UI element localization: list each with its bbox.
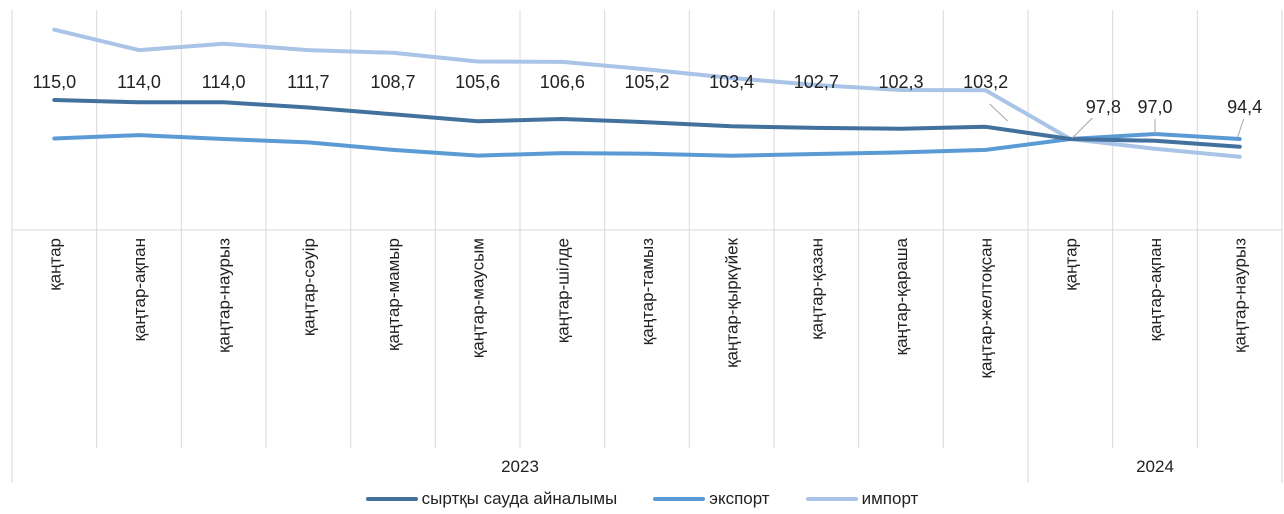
year-group-label: 2024 <box>1136 457 1174 476</box>
category-tick-label: қаңтар-ақпан <box>1146 238 1165 341</box>
data-label: 103,2 <box>963 72 1008 92</box>
category-axis: қаңтар қаңтар-ақпан қаңтар-наурыз қаңтар-сә… <box>11 229 1283 483</box>
grid-lines <box>11 10 1283 230</box>
data-label: 105,2 <box>624 72 669 92</box>
data-label: 114,0 <box>202 72 246 92</box>
data-label: 102,3 <box>878 72 923 92</box>
data-label: 115,0 <box>32 72 76 92</box>
data-label: 114,0 <box>117 72 161 92</box>
data-label: 97,8 <box>1086 97 1121 117</box>
category-tick-label: қаңтар-мамыр <box>384 238 403 351</box>
legend-swatch-export <box>653 497 706 501</box>
data-label: 106,6 <box>540 72 585 92</box>
category-tick-label: қаңтар-ақпан <box>130 238 149 341</box>
legend-label-turnover: сыртқы сауда айналымы <box>421 489 618 508</box>
data-label: 102,7 <box>794 72 839 92</box>
category-tick-label: қаңтар-шілде <box>553 238 572 343</box>
legend-item-turnover: сыртқы сауда айналымы <box>365 489 618 509</box>
legend-swatch-turnover <box>365 497 418 501</box>
legend-item-export: экспорт <box>653 489 770 509</box>
legend-swatch-import <box>805 497 858 501</box>
data-label: 94,4 <box>1227 97 1262 117</box>
line-chart: қаңтар қаңтар-ақпан қаңтар-наурыз қаңтар-сә… <box>11 10 1283 483</box>
series-line <box>52 98 1242 149</box>
series-line <box>52 27 1242 159</box>
category-tick-label: қаңтар <box>1061 238 1080 291</box>
data-label: 108,7 <box>370 72 415 92</box>
data-label: 111,7 <box>287 72 329 92</box>
leader-line <box>1237 118 1245 138</box>
legend-item-import: импорт <box>805 489 919 509</box>
data-label: 97,0 <box>1137 97 1172 117</box>
year-group-label: 2023 <box>501 457 539 476</box>
category-tick-label: қаңтар-наурыз <box>215 238 234 353</box>
category-tick-label: қаңтар-қыркүйек <box>723 237 742 367</box>
category-tick-label: қаңтар-сәуір <box>299 238 318 336</box>
series-line <box>52 132 1242 158</box>
category-tick-label: қаңтар-қазан <box>807 238 826 340</box>
category-tick-label: қаңтар-қараша <box>892 237 911 355</box>
category-tick-label: қаңтар-тамыз <box>638 238 657 345</box>
leader-line <box>989 103 1009 122</box>
leader-line <box>1071 117 1093 139</box>
category-tick-label: қаңтар-наурыз <box>1231 238 1250 353</box>
category-tick-label: қаңтар-маусым <box>469 238 488 358</box>
series-lines <box>52 27 1242 159</box>
legend-label-import: импорт <box>861 489 919 508</box>
data-labels: 115,0 114,0 114,0 111,7 108,7 105,6 106,6 105,2… <box>32 72 1262 139</box>
legend-label-export: экспорт <box>709 489 770 508</box>
category-tick-label: қаңтар-желтоқсан <box>977 238 996 378</box>
data-label: 105,6 <box>455 72 500 92</box>
category-tick-label: қаңтар <box>45 238 64 291</box>
data-label: 103,4 <box>709 72 754 92</box>
legend: сыртқы сауда айналымы экспорт импорт <box>0 486 1284 512</box>
